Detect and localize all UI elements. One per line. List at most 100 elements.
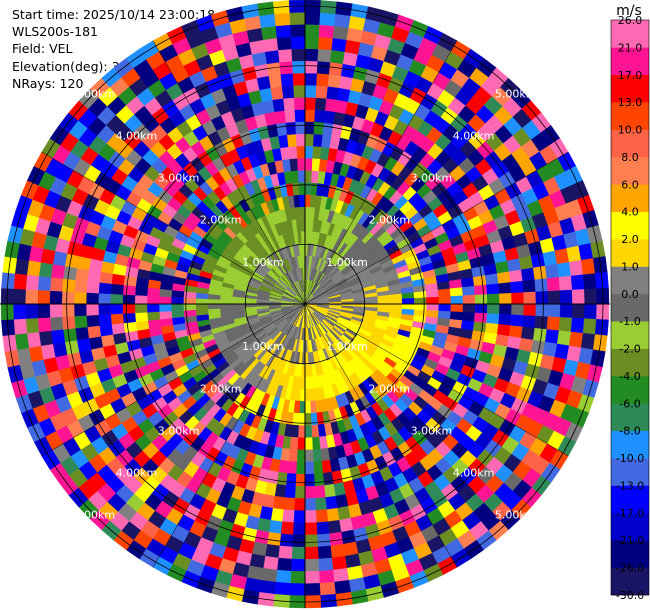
- velocity-gate: [294, 485, 306, 499]
- velocity-gate: [438, 303, 452, 312]
- velocity-gate: [74, 315, 88, 329]
- velocity-gate: [278, 48, 293, 63]
- velocity-gate: [498, 313, 512, 326]
- velocity-gate: [259, 13, 277, 29]
- velocity-gate: [304, 522, 318, 536]
- velocity-gate: [38, 330, 54, 347]
- velocity-gate: [74, 267, 90, 282]
- velocity-gate: [327, 519, 342, 535]
- velocity-gate: [291, 48, 306, 62]
- velocity-gate: [25, 303, 39, 319]
- velocity-gate: [270, 507, 284, 522]
- colorbar-band: [611, 430, 649, 459]
- velocity-gate: [297, 169, 306, 183]
- velocity-gate: [547, 303, 561, 318]
- instrument-line: WLS200s-181: [12, 23, 215, 40]
- velocity-gate: [304, 376, 310, 390]
- range-ring-label: 3.00km: [411, 424, 453, 437]
- velocity-gate: [304, 48, 319, 62]
- velocity-gate: [316, 73, 330, 87]
- velocity-gate: [304, 60, 318, 74]
- velocity-gate: [313, 460, 324, 475]
- velocity-gate: [520, 326, 536, 341]
- colorbar-units: m/s: [616, 3, 642, 19]
- velocity-gate: [280, 73, 294, 87]
- velocity-gate: [260, 25, 278, 41]
- velocity-gate: [522, 279, 536, 293]
- azimuth-line: [304, 40, 458, 305]
- velocity-gate: [304, 570, 320, 584]
- colorbar-tick-label: -30.0: [616, 589, 644, 602]
- colorbar-band: [611, 293, 649, 322]
- velocity-gate: [304, 72, 318, 86]
- velocity-gate: [259, 87, 273, 103]
- range-ring-label: 4.00km: [116, 467, 158, 480]
- velocity-gate: [26, 331, 42, 349]
- velocity-gate: [582, 318, 597, 335]
- velocity-gate: [13, 318, 28, 335]
- velocity-gate: [292, 60, 306, 74]
- velocity-gate: [304, 485, 316, 499]
- velocity-gate: [333, 13, 351, 29]
- velocity-gate: [317, 48, 332, 63]
- velocity-gate: [288, 145, 298, 160]
- nrays-label: NRays:: [12, 75, 56, 91]
- velocity-gate: [292, 72, 306, 86]
- velocity-gate: [484, 273, 499, 286]
- velocity-gate: [304, 388, 311, 402]
- velocity-gate: [98, 303, 111, 316]
- velocity-gate: [62, 265, 78, 281]
- velocity-gate: [278, 545, 293, 560]
- velocity-gate: [281, 509, 295, 523]
- velocity-gate: [61, 315, 76, 330]
- velocity-gate: [338, 517, 354, 533]
- velocity-gate: [295, 121, 306, 135]
- velocity-gate: [296, 145, 306, 159]
- velocity-gate: [49, 303, 63, 318]
- velocity-gate: [158, 296, 172, 305]
- velocity-gate: [272, 495, 285, 510]
- velocity-gate: [37, 289, 51, 305]
- velocity-gate: [295, 473, 306, 487]
- velocity-gate: [299, 206, 306, 220]
- velocity-gate: [270, 86, 284, 101]
- colorbar-band: [611, 512, 649, 541]
- velocity-gate: [86, 314, 100, 328]
- velocity-gate: [147, 319, 162, 329]
- velocity-gate: [462, 294, 476, 305]
- range-ring-label: 3.00km: [158, 424, 200, 437]
- velocity-gate: [283, 497, 296, 511]
- velocity-gate: [559, 303, 573, 319]
- velocity-gate: [285, 473, 297, 487]
- velocity-gate: [38, 261, 54, 278]
- velocity-gate: [98, 313, 112, 326]
- velocity-gate: [474, 284, 488, 296]
- velocity-gate: [146, 303, 160, 313]
- velocity-gate: [319, 581, 336, 596]
- velocity-gate: [293, 97, 306, 110]
- colorbar-tick-label: -6.0: [619, 397, 640, 410]
- velocity-gate: [275, 569, 292, 584]
- velocity-gate: [314, 485, 326, 499]
- colorbar-tick-label: -8.0: [619, 425, 640, 438]
- velocity-gate: [62, 327, 78, 343]
- velocity-gate: [98, 292, 111, 305]
- velocity-gate: [290, 570, 306, 584]
- velocity-gate: [297, 425, 306, 439]
- velocity-gate: [297, 157, 306, 171]
- velocity-gate: [268, 73, 283, 89]
- velocity-gate: [290, 36, 306, 50]
- velocity-gate: [314, 109, 326, 123]
- velocity-gate: [570, 317, 585, 334]
- range-ring-label: 2.00km: [369, 382, 411, 395]
- velocity-gate: [304, 498, 317, 511]
- velocity-gate: [295, 133, 306, 147]
- velocity-gate: [37, 317, 52, 333]
- velocity-gate: [450, 303, 464, 313]
- velocity-gate: [286, 460, 297, 475]
- range-ring-label: 3.00km: [411, 172, 453, 185]
- velocity-gate: [333, 579, 351, 595]
- velocity-gate: [13, 273, 28, 290]
- range-ring-label: 5.00km: [74, 87, 116, 100]
- velocity-gate: [508, 269, 523, 283]
